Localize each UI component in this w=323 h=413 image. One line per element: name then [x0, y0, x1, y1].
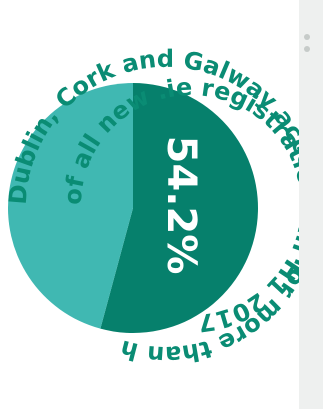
strip-dot: [304, 46, 310, 52]
slice-value-label: 54.2%: [158, 136, 204, 275]
pie-slices: [8, 83, 259, 333]
pie-slice-1: [100, 83, 259, 333]
pie-slice-2: [8, 83, 134, 329]
side-strip: [299, 0, 323, 409]
strip-dot: [304, 34, 310, 40]
